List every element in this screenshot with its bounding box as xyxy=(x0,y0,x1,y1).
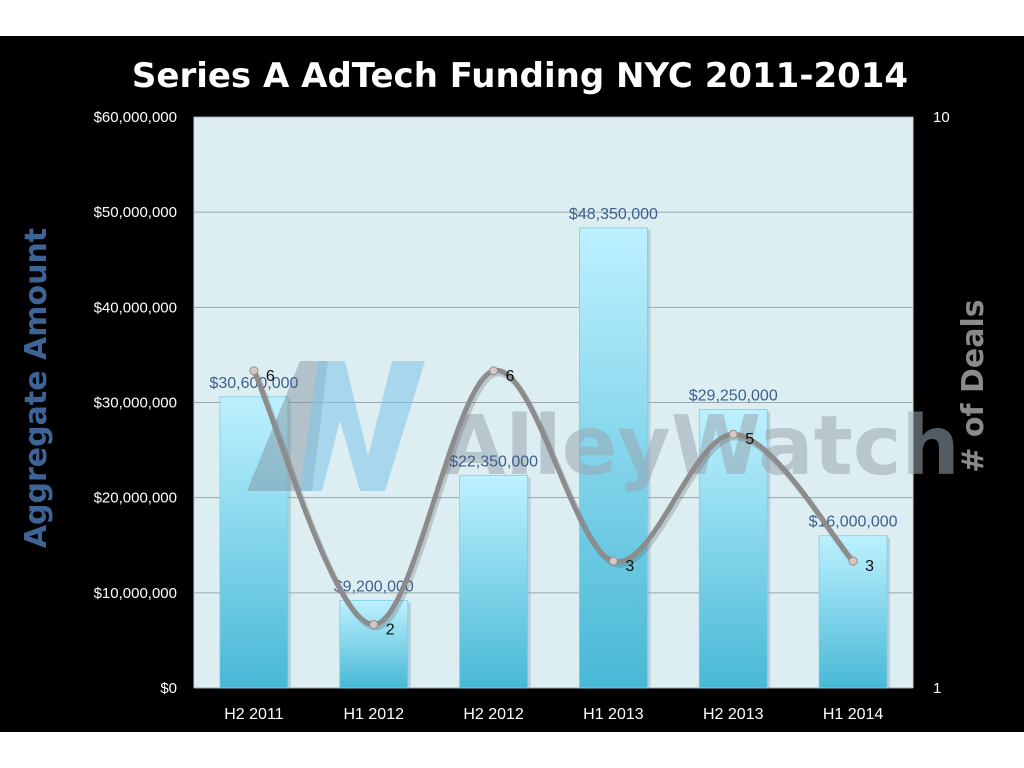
left-axis-label: Aggregate Amount xyxy=(19,228,54,548)
deals-value-label: 6 xyxy=(506,368,515,385)
deals-value-label: 5 xyxy=(745,431,754,448)
left-axis-ticks: $0 $10,000,000 $20,000,000 $30,000,000 $40,0… xyxy=(94,109,177,697)
bar-value-label: $22,350,000 xyxy=(449,453,538,470)
left-tick-label: $60,000,000 xyxy=(94,109,177,126)
deals-point xyxy=(249,366,259,376)
deals-value-label: 3 xyxy=(625,558,634,575)
x-tick-label: H2 2011 xyxy=(224,706,283,723)
x-tick-label: H1 2013 xyxy=(583,706,644,723)
x-tick-label: H2 2012 xyxy=(463,706,524,723)
bar-value-label: $9,200,000 xyxy=(334,578,414,595)
alleywatch-watermark: AlleyWatch xyxy=(247,361,960,494)
deals-line-series: 6 2 6 3 5 3 xyxy=(249,366,874,639)
watermark-text: AlleyWatch xyxy=(442,399,960,494)
deals-point xyxy=(489,366,499,376)
left-tick-label: $0 xyxy=(160,680,177,697)
bar xyxy=(219,396,289,689)
deals-point xyxy=(848,556,858,566)
chart-canvas: Series A AdTech Funding NYC 2011-2014 $0… xyxy=(0,36,1024,732)
x-tick-label: H2 2013 xyxy=(703,706,764,723)
x-tick-label: H1 2012 xyxy=(344,706,405,723)
bars xyxy=(219,227,891,689)
bar-value-label: $30,600,000 xyxy=(209,375,298,392)
deals-point xyxy=(728,429,738,439)
left-tick-label: $20,000,000 xyxy=(94,490,177,507)
bar-value-label: $16,000,000 xyxy=(809,514,898,531)
bar xyxy=(698,409,768,689)
deals-value-label: 3 xyxy=(865,558,874,575)
bar xyxy=(579,227,648,689)
left-tick-label: $10,000,000 xyxy=(94,585,177,602)
right-axis-label: # of Deals xyxy=(956,299,991,472)
bar-value-label: $48,350,000 xyxy=(569,206,658,223)
chart-title: Series A AdTech Funding NYC 2011-2014 xyxy=(132,56,908,96)
right-tick-label: 10 xyxy=(933,109,950,126)
right-tick-label: 1 xyxy=(933,680,941,697)
bar xyxy=(339,600,409,689)
left-tick-label: $40,000,000 xyxy=(94,299,177,316)
watermark-logo-w-shape xyxy=(300,361,425,491)
x-tick-label: H1 2014 xyxy=(823,706,884,723)
left-tick-label: $50,000,000 xyxy=(94,204,177,221)
combo-chart: Series A AdTech Funding NYC 2011-2014 $0… xyxy=(19,56,991,723)
deals-point xyxy=(608,556,618,566)
x-axis-ticks: H2 2011 H1 2012 H2 2012 H1 2013 H2 2013 H1 20… xyxy=(224,706,883,723)
left-tick-label: $30,000,000 xyxy=(94,395,177,412)
bar-value-label: $29,250,000 xyxy=(689,388,778,405)
right-axis-ticks: 1 10 xyxy=(933,109,950,697)
bar-value-labels: $30,600,000 $9,200,000 $22,350,000 $48,350,… xyxy=(209,206,897,596)
deals-value-label: 6 xyxy=(266,368,275,385)
deals-value-label: 2 xyxy=(386,622,395,639)
deals-point xyxy=(369,620,379,630)
bar xyxy=(459,474,528,689)
